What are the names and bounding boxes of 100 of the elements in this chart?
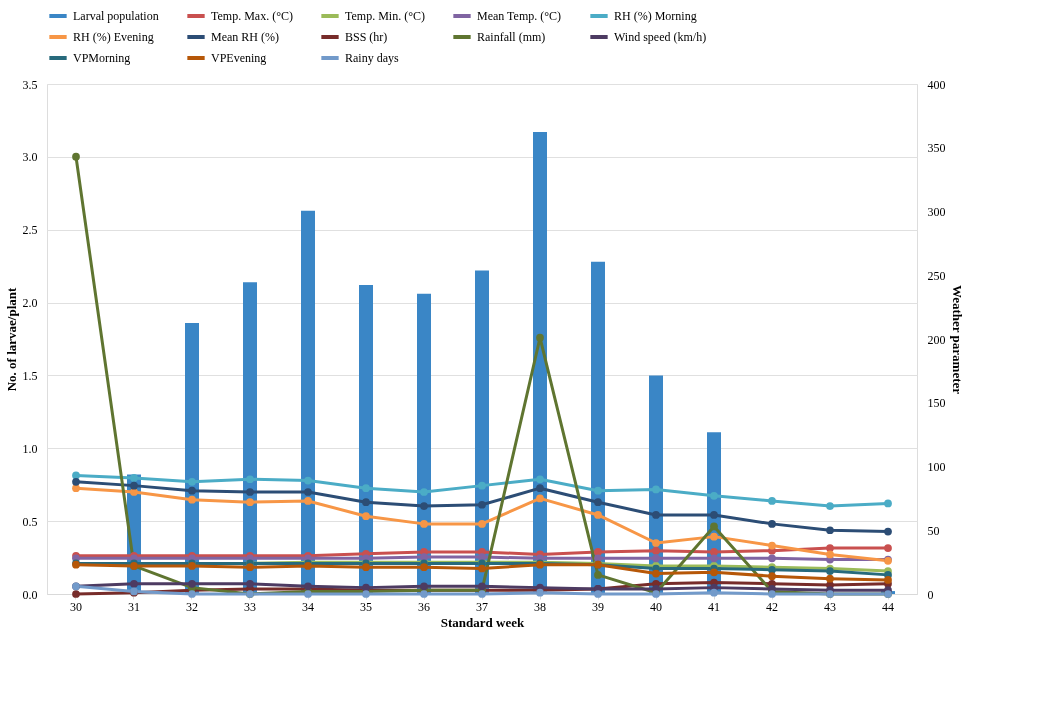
- point: [652, 539, 660, 547]
- point: [188, 477, 196, 486]
- point: [362, 512, 370, 521]
- legend-label: Rainfall (mm): [477, 30, 546, 44]
- point: [478, 582, 486, 591]
- point: [420, 553, 428, 561]
- point: [362, 498, 370, 507]
- point: [478, 500, 486, 509]
- y2-tick-label: 100: [927, 460, 946, 474]
- point: [188, 579, 196, 588]
- legend-label: VPMorning: [73, 51, 131, 65]
- point: [536, 484, 544, 493]
- point: [710, 532, 718, 541]
- x-tick-label: 33: [244, 599, 256, 614]
- point: [72, 152, 80, 161]
- point: [304, 476, 312, 485]
- point: [710, 511, 718, 519]
- point: [884, 527, 892, 536]
- point: [594, 554, 602, 563]
- y-tick-label: 1.5: [22, 368, 38, 383]
- x-tick-label: 30: [70, 599, 82, 614]
- point: [826, 526, 834, 535]
- legend-label: Temp. Max. (°C): [211, 9, 293, 23]
- point: [420, 488, 428, 496]
- point: [652, 485, 660, 494]
- point: [652, 569, 660, 578]
- y-tick-label: 1.0: [22, 441, 38, 456]
- point: [304, 497, 312, 505]
- point: [768, 497, 776, 505]
- legend-label: RH (%) Evening: [73, 30, 154, 44]
- y2-tick-label: 250: [927, 268, 946, 283]
- y-tick-label: 3.0: [22, 150, 38, 165]
- point: [710, 554, 718, 563]
- y-tick-label: 0.0: [22, 587, 38, 602]
- point: [478, 553, 486, 561]
- point: [420, 520, 428, 528]
- point: [246, 563, 254, 572]
- y-tick-label: 3.5: [22, 77, 38, 92]
- point: [188, 495, 196, 504]
- legend-label: VPEvening: [211, 51, 267, 65]
- point: [130, 474, 138, 482]
- point: [884, 499, 892, 508]
- point: [420, 582, 428, 591]
- point: [884, 544, 892, 552]
- y2-tick-label: 300: [927, 205, 946, 219]
- point: [710, 522, 718, 531]
- point: [420, 590, 428, 598]
- legend-label: Wind speed (km/h): [614, 30, 707, 44]
- x-tick-label: 38: [534, 599, 546, 614]
- x-tick-label: 43: [824, 599, 836, 614]
- point: [130, 488, 138, 496]
- legend-label: RH (%) Morning: [614, 9, 697, 23]
- legend-label: Larval population: [73, 9, 159, 23]
- point: [884, 576, 892, 584]
- point: [420, 563, 428, 572]
- y2-tick-label: 150: [927, 396, 946, 411]
- point: [478, 564, 486, 573]
- y2-tick-label: 0: [927, 587, 934, 602]
- point: [362, 484, 370, 493]
- point: [768, 554, 776, 563]
- point: [72, 477, 80, 486]
- legend-label: BSS (hr): [345, 30, 388, 44]
- y2-axis-title: Weather parameter: [949, 284, 965, 395]
- point: [536, 475, 544, 484]
- point: [246, 498, 254, 507]
- legend-label: Mean RH (%): [211, 30, 279, 44]
- legend-label: Mean Temp. (°C): [477, 9, 562, 23]
- point: [72, 471, 80, 480]
- x-tick-label: 35: [360, 599, 372, 614]
- point: [478, 590, 486, 598]
- point: [826, 502, 834, 510]
- x-tick-label: 42: [766, 599, 778, 614]
- point: [826, 544, 834, 552]
- point: [710, 491, 718, 500]
- y-axis-title: No. of larvae/plant: [3, 287, 19, 392]
- point: [304, 488, 312, 496]
- point: [652, 511, 660, 519]
- point: [536, 333, 544, 342]
- x-tick-label: 39: [592, 599, 604, 614]
- x-tick-label: 40: [650, 599, 662, 614]
- point: [652, 546, 660, 555]
- y2-tick-label: 50: [927, 523, 940, 538]
- point: [130, 481, 138, 490]
- y-tick-label: 2.5: [22, 223, 38, 238]
- y2-tick-label: 200: [927, 332, 946, 347]
- x-tick-label: 34: [302, 599, 314, 614]
- point: [768, 520, 776, 528]
- point: [246, 475, 254, 484]
- point: [420, 502, 428, 510]
- x-tick-label: 37: [476, 599, 488, 614]
- point: [478, 520, 486, 528]
- point: [594, 590, 602, 598]
- point: [188, 590, 196, 598]
- x-tick-label: 31: [128, 599, 140, 614]
- y2-tick-label: 400: [927, 77, 946, 92]
- point: [362, 563, 370, 572]
- point: [594, 511, 602, 519]
- point: [478, 481, 486, 490]
- y-tick-label: 2.0: [22, 296, 38, 311]
- point: [188, 486, 196, 495]
